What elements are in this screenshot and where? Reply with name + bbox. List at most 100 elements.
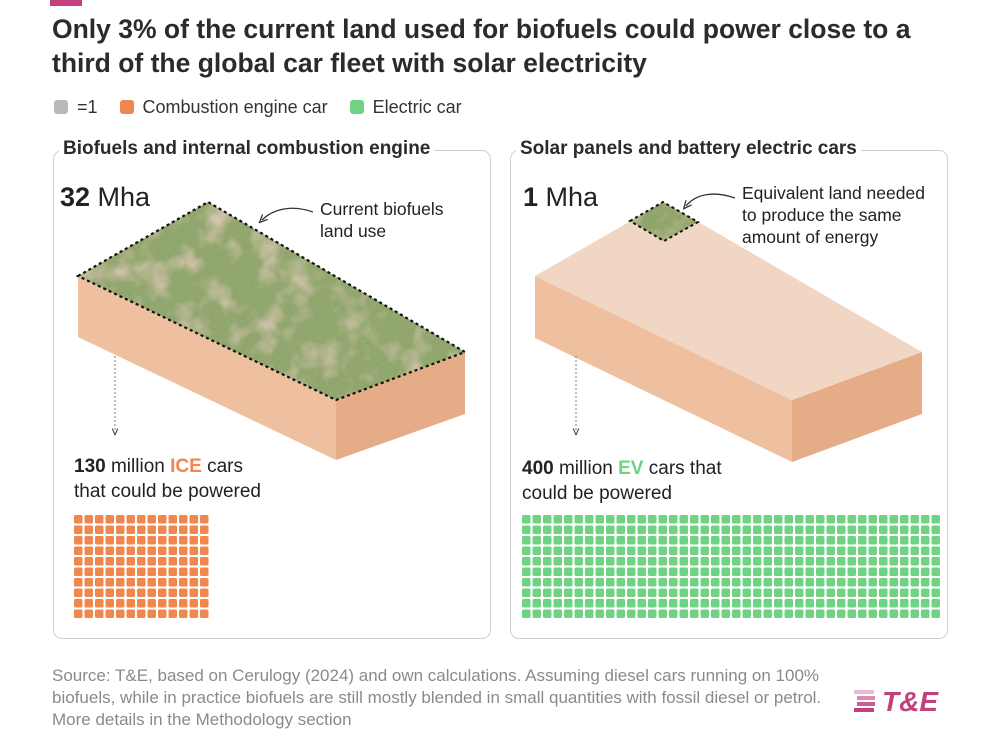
ev-car-cell [900,567,909,576]
ev-car-cell [595,557,604,566]
ev-car-cell [543,546,552,555]
ev-car-cell [795,515,804,524]
ev-car-cell [868,588,877,597]
ice-car-cell [137,609,146,618]
ev-car-cell [553,588,562,597]
ev-car-cell [732,567,741,576]
legend-item-unit: =1 [54,97,98,118]
ev-car-cell [553,536,562,545]
ev-car-cell [816,525,825,534]
ev-car-cell [753,567,762,576]
ev-car-cell [627,536,636,545]
ev-car-cell [585,609,594,618]
biofuel-land-outline [75,200,468,402]
ev-car-cell [690,536,699,545]
ev-car-cell [627,588,636,597]
ice-car-cell [95,609,104,618]
ev-car-cell [900,546,909,555]
ev-car-cell [648,578,657,587]
ice-car-cell [147,557,156,566]
ev-car-cell [858,525,867,534]
ev-car-cell [774,588,783,597]
ev-car-cell [648,536,657,545]
ev-car-cell [679,599,688,608]
legend-swatch-electric [349,100,364,114]
ice-car-cell [189,599,198,608]
ice-cars-line-2: that could be powered [74,481,261,502]
ev-car-cell [637,515,646,524]
ev-car-cell [931,546,940,555]
solar-land-top-face [535,202,922,400]
ev-car-cell [564,525,573,534]
ev-car-cell [732,557,741,566]
ev-car-cell [868,557,877,566]
ice-car-cell [126,609,135,618]
ev-car-cell [784,515,793,524]
ev-car-cell [837,578,846,587]
ev-car-cell [795,546,804,555]
ev-car-cell [669,609,678,618]
ev-car-cell [837,525,846,534]
ev-car-cell [637,546,646,555]
ev-car-cell [826,588,835,597]
ev-car-cell [742,525,751,534]
ev-car-cell [585,578,594,587]
ev-car-cell [690,588,699,597]
ev-car-cell [627,546,636,555]
ev-car-cell [763,567,772,576]
ev-car-cell [627,557,636,566]
ev-car-cell [721,557,730,566]
ev-car-cell [616,599,625,608]
biofuel-annotation-line-2: land use [320,221,387,241]
ev-car-cell [585,515,594,524]
ev-car-cell [585,546,594,555]
ev-car-cell [574,588,583,597]
ev-car-cell [658,588,667,597]
ev-car-cell [763,515,772,524]
ev-car-cell [658,515,667,524]
ev-car-cell [574,546,583,555]
ice-car-cell [147,599,156,608]
ev-car-cell [595,599,604,608]
ev-car-cell [679,546,688,555]
ev-car-cell [858,546,867,555]
ev-car-cell [648,546,657,555]
ice-car-cell [116,578,125,587]
ice-car-cell [116,599,125,608]
ev-car-cell [585,525,594,534]
ev-car-cell [795,557,804,566]
ev-car-cell [795,578,804,587]
ev-car-cell [627,515,636,524]
ev-car-cell [805,557,814,566]
ev-car-cell [532,609,541,618]
ice-car-cell [74,536,83,545]
ice-car-cell [95,515,104,524]
ev-car-cell [522,536,531,545]
ev-car-cell [690,546,699,555]
ice-car-cell [84,609,93,618]
ev-car-cell [774,546,783,555]
ice-car-cell [137,588,146,597]
ev-car-cell [763,536,772,545]
ev-car-cell [837,515,846,524]
ice-car-cell [84,525,93,534]
ev-car-cell [837,599,846,608]
ev-car-cell [721,515,730,524]
ev-car-cell [606,599,615,608]
ev-car-cell [532,525,541,534]
biofuel-land-top-texture [78,202,465,400]
ice-car-cell [74,609,83,618]
ev-car-cell [700,599,709,608]
te-logo: T&E [854,686,938,718]
ev-car-cell [574,536,583,545]
ev-car-cell [921,599,930,608]
ev-car-cell [616,515,625,524]
ev-car-cell [522,599,531,608]
ev-car-cell [931,588,940,597]
chart-title: Only 3% of the current land used for bio… [52,14,911,78]
ev-car-cell [532,557,541,566]
te-logo-text: T&E [882,686,938,717]
ev-car-cell [637,609,646,618]
ice-car-cell [189,515,198,524]
ev-car-cell [669,515,678,524]
